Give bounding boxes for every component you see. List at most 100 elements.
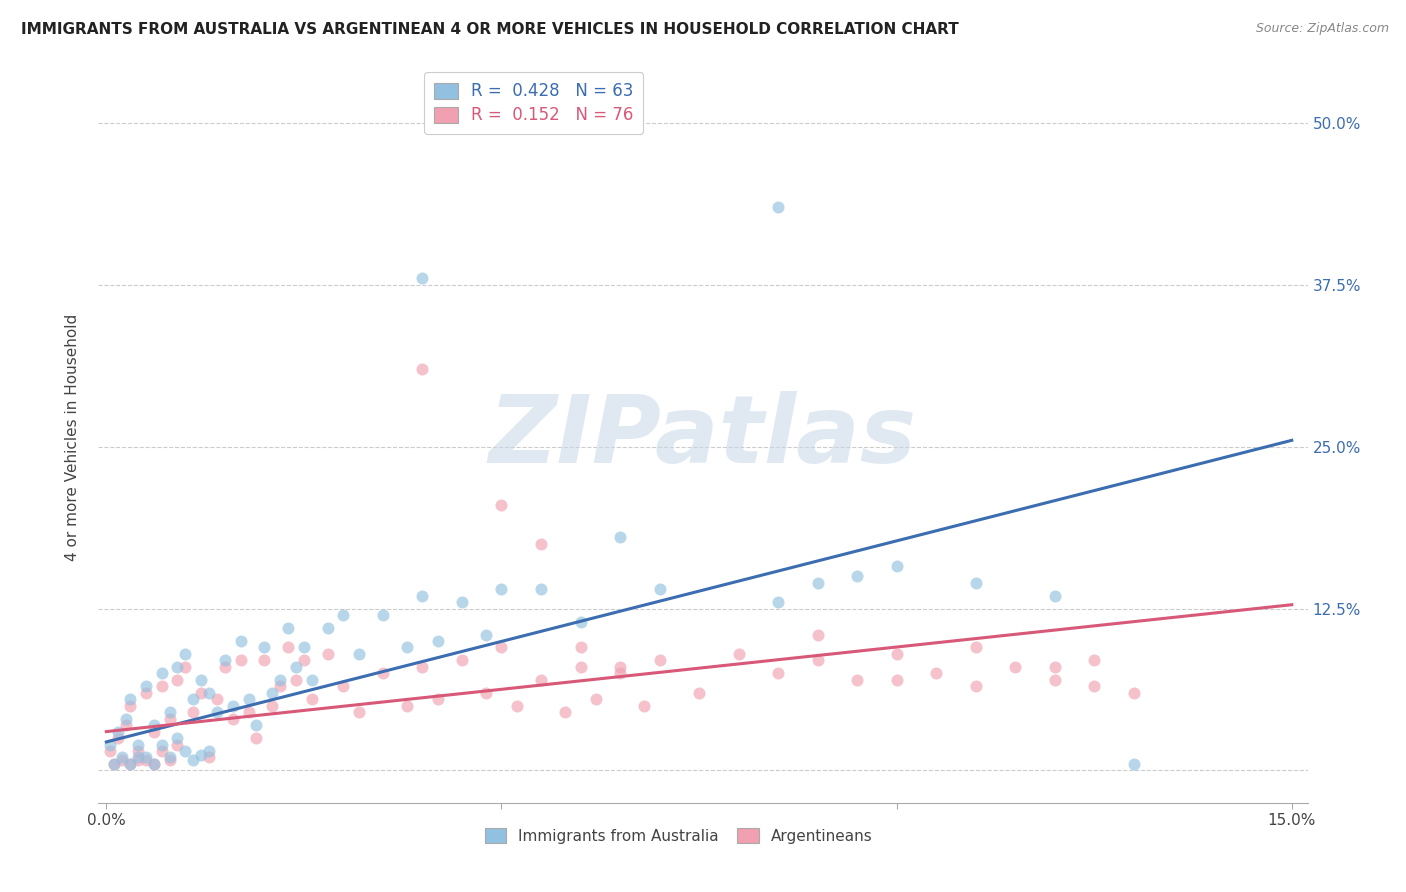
Point: [118, 756, 141, 771]
Point: [451, 595, 474, 609]
Point: [301, 673, 323, 687]
Point: [159, 712, 181, 726]
Point: [965, 575, 987, 590]
Point: [135, 686, 157, 700]
Text: ZIPatlas: ZIPatlas: [489, 391, 917, 483]
Point: [965, 679, 987, 693]
Point: [166, 660, 188, 674]
Point: [166, 738, 188, 752]
Point: [585, 692, 607, 706]
Point: [727, 647, 749, 661]
Point: [292, 640, 315, 655]
Point: [135, 679, 157, 693]
Point: [150, 738, 173, 752]
Point: [118, 698, 141, 713]
Point: [142, 756, 165, 771]
Point: [554, 705, 576, 719]
Point: [107, 731, 129, 745]
Point: [229, 653, 252, 667]
Point: [253, 653, 276, 667]
Point: [1122, 686, 1144, 700]
Text: IMMIGRANTS FROM AUSTRALIA VS ARGENTINEAN 4 OR MORE VEHICLES IN HOUSEHOLD CORRELA: IMMIGRANTS FROM AUSTRALIA VS ARGENTINEAN…: [21, 22, 959, 37]
Point: [269, 679, 291, 693]
Point: [807, 627, 830, 641]
Legend: Immigrants from Australia, Argentineans: Immigrants from Australia, Argentineans: [478, 822, 879, 850]
Point: [198, 686, 221, 700]
Point: [253, 640, 276, 655]
Point: [411, 271, 433, 285]
Point: [111, 750, 134, 764]
Point: [332, 679, 354, 693]
Point: [411, 362, 433, 376]
Point: [569, 660, 592, 674]
Point: [150, 666, 173, 681]
Point: [292, 653, 315, 667]
Point: [451, 653, 474, 667]
Point: [688, 686, 710, 700]
Point: [127, 750, 149, 764]
Point: [648, 653, 671, 667]
Point: [530, 537, 553, 551]
Point: [205, 692, 228, 706]
Point: [277, 621, 299, 635]
Point: [285, 660, 308, 674]
Point: [135, 750, 157, 764]
Point: [142, 756, 165, 771]
Point: [205, 705, 228, 719]
Point: [190, 747, 212, 762]
Point: [491, 582, 513, 597]
Point: [925, 666, 948, 681]
Point: [1083, 679, 1105, 693]
Point: [395, 698, 418, 713]
Point: [150, 679, 173, 693]
Point: [166, 731, 188, 745]
Point: [135, 753, 157, 767]
Point: [118, 692, 141, 706]
Point: [174, 647, 197, 661]
Point: [159, 750, 181, 764]
Point: [530, 673, 553, 687]
Point: [107, 724, 129, 739]
Point: [229, 634, 252, 648]
Point: [530, 582, 553, 597]
Point: [1043, 673, 1066, 687]
Point: [181, 705, 204, 719]
Point: [474, 686, 496, 700]
Point: [371, 666, 394, 681]
Point: [807, 575, 830, 590]
Point: [332, 608, 354, 623]
Point: [411, 660, 433, 674]
Point: [115, 712, 138, 726]
Point: [427, 634, 450, 648]
Point: [222, 698, 245, 713]
Point: [238, 692, 260, 706]
Point: [269, 673, 291, 687]
Point: [238, 705, 260, 719]
Point: [1004, 660, 1026, 674]
Point: [886, 647, 908, 661]
Point: [474, 627, 496, 641]
Point: [103, 756, 125, 771]
Point: [159, 753, 181, 767]
Point: [142, 724, 165, 739]
Point: [142, 718, 165, 732]
Point: [1122, 756, 1144, 771]
Point: [150, 744, 173, 758]
Point: [245, 731, 267, 745]
Point: [609, 530, 631, 544]
Point: [98, 744, 121, 758]
Point: [609, 666, 631, 681]
Point: [766, 595, 789, 609]
Point: [609, 660, 631, 674]
Point: [181, 753, 204, 767]
Point: [115, 718, 138, 732]
Point: [174, 744, 197, 758]
Point: [316, 647, 339, 661]
Point: [262, 686, 284, 700]
Point: [198, 750, 221, 764]
Point: [159, 705, 181, 719]
Point: [633, 698, 655, 713]
Point: [846, 673, 869, 687]
Point: [427, 692, 450, 706]
Point: [411, 589, 433, 603]
